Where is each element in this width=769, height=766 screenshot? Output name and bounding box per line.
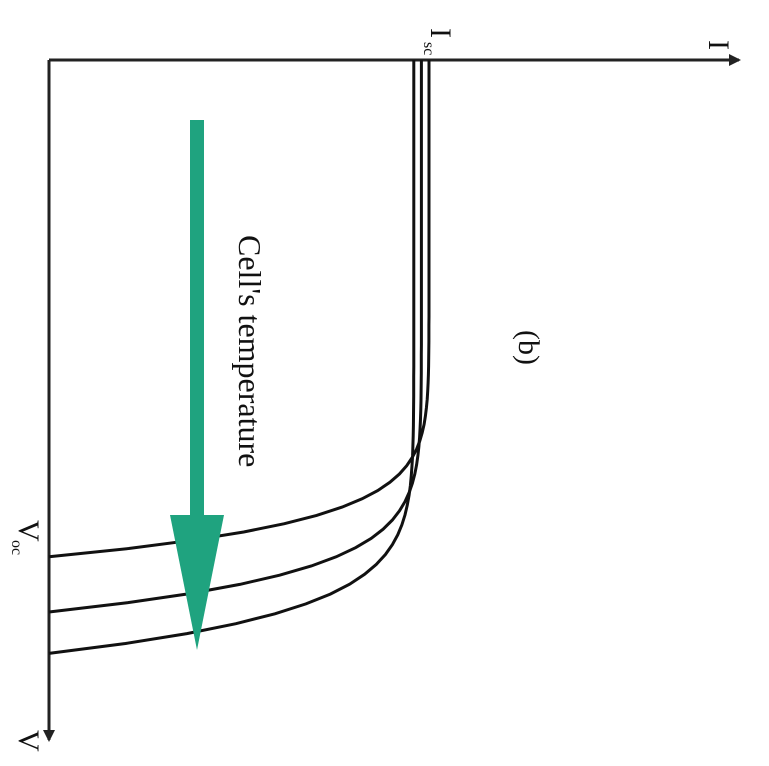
iv-curves: [48, 60, 431, 655]
iv-curve-3: [48, 60, 431, 559]
isc-label: I sc: [420, 28, 457, 55]
svg-text:I: I: [424, 28, 457, 38]
temperature-arrow: [170, 120, 224, 650]
arrow-label: Cell's temperature: [232, 235, 268, 467]
iv-curve-1: [48, 60, 416, 655]
iv-curve-2: [48, 60, 423, 614]
panel-label: (b): [512, 330, 545, 365]
voltage-axis-label: V: [12, 730, 45, 752]
svg-text:oc: oc: [8, 540, 25, 555]
svg-text:sc: sc: [420, 42, 437, 55]
svg-text:V: V: [12, 520, 45, 542]
current-axis-label: I: [702, 40, 735, 50]
voc-label: V oc: [8, 520, 45, 555]
